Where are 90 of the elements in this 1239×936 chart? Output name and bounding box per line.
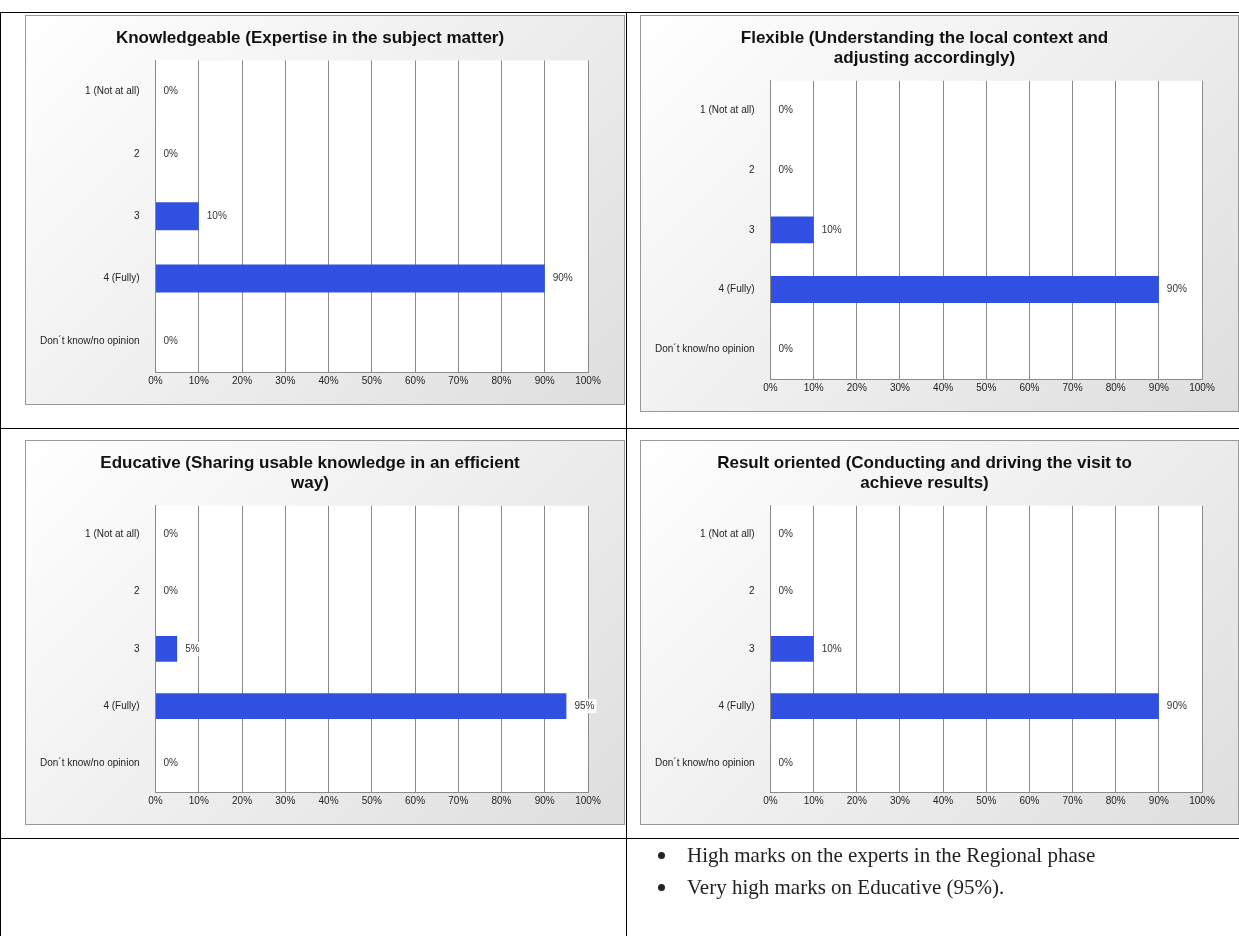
- x-tick-label: 0%: [148, 794, 163, 806]
- x-tick-label: 20%: [232, 374, 253, 386]
- x-tick-label: 100%: [575, 374, 601, 386]
- data-label: 0%: [163, 334, 179, 346]
- data-label: 0%: [778, 342, 794, 354]
- data-label: 5%: [185, 642, 200, 654]
- x-tick-label: 60%: [1019, 794, 1040, 806]
- data-label: 0%: [778, 585, 794, 597]
- y-tick-label: 4 (Fully): [718, 283, 755, 295]
- x-tick-label: 100%: [1189, 794, 1215, 806]
- data-label: 90%: [1166, 283, 1187, 295]
- x-tick-label: 60%: [404, 794, 426, 806]
- chart-title: Flexible (Understanding the local context and adjusting accordingly): [740, 27, 1109, 68]
- x-tick-label: 60%: [404, 374, 426, 386]
- x-tick-label: 10%: [188, 374, 209, 386]
- data-label: 90%: [552, 272, 573, 284]
- y-tick-label: Don´t know/no opinion: [654, 757, 755, 769]
- x-tick-label: 10%: [188, 794, 209, 806]
- x-tick-label: 90%: [1148, 381, 1169, 393]
- x-tick-label: 50%: [361, 794, 382, 806]
- data-label: 90%: [1166, 699, 1187, 711]
- data-label: 0%: [163, 528, 179, 540]
- x-tick-label: 20%: [846, 381, 867, 393]
- data-label: 10%: [821, 642, 842, 654]
- y-tick-label: 4 (Fully): [103, 699, 140, 711]
- x-tick-label: 70%: [1062, 381, 1083, 393]
- x-tick-label: 20%: [846, 794, 867, 806]
- y-tick-label: Don´t know/no opinion: [654, 342, 755, 354]
- data-label: 0%: [778, 757, 794, 769]
- x-tick-label: 30%: [275, 374, 296, 386]
- x-tick-label: 0%: [763, 381, 778, 393]
- y-tick-label: 3: [133, 642, 140, 654]
- text: Very high marks on Educative (95%).: [687, 875, 1005, 899]
- y-tick-label: 1 (Not at all): [700, 528, 755, 540]
- x-tick-label: 30%: [889, 381, 911, 393]
- y-tick-label: 3: [748, 642, 755, 654]
- y-tick-label: 2: [133, 147, 140, 159]
- x-tick-label: 40%: [933, 381, 954, 393]
- x-tick-label: 90%: [1148, 794, 1169, 806]
- y-tick-label: 2: [748, 585, 755, 597]
- x-tick-label: 40%: [318, 794, 339, 806]
- y-tick-label: 2: [748, 164, 755, 176]
- x-tick-label: 100%: [575, 794, 601, 806]
- y-tick-label: 1 (Not at all): [700, 104, 755, 116]
- x-tick-label: 30%: [889, 794, 911, 806]
- y-tick-label: Don´t know/no opinion: [39, 757, 140, 769]
- y-tick-label: 1 (Not at all): [85, 528, 140, 540]
- y-tick-label: 2: [133, 585, 140, 597]
- data-label: 10%: [821, 223, 842, 235]
- x-tick-label: 90%: [534, 374, 555, 386]
- x-tick-label: 70%: [1062, 794, 1083, 806]
- x-tick-label: 100%: [1189, 381, 1215, 393]
- y-tick-label: 1 (Not at all): [85, 85, 140, 97]
- chart-title: Educative (Sharing usable knowledge in an efficient way): [100, 452, 521, 493]
- x-tick-label: 80%: [1105, 794, 1126, 806]
- y-tick-label: Don´t know/no opinion: [39, 334, 140, 346]
- x-tick-label: 80%: [491, 794, 512, 806]
- x-tick-label: 50%: [976, 794, 997, 806]
- data-label: 0%: [163, 585, 179, 597]
- data-label: 0%: [778, 164, 794, 176]
- x-tick-label: 80%: [1105, 381, 1126, 393]
- data-label: 0%: [778, 104, 794, 116]
- x-tick-label: 50%: [976, 381, 997, 393]
- data-label: 0%: [163, 85, 179, 97]
- data-label: 0%: [163, 147, 179, 159]
- data-label: 0%: [778, 528, 794, 540]
- x-tick-label: 50%: [361, 374, 382, 386]
- x-tick-label: 80%: [491, 374, 512, 386]
- data-label: 0%: [163, 757, 179, 769]
- x-tick-label: 30%: [275, 794, 296, 806]
- y-tick-label: 4 (Fully): [718, 699, 755, 711]
- x-tick-label: 60%: [1019, 381, 1040, 393]
- y-tick-label: 3: [748, 223, 755, 235]
- x-tick-label: 10%: [803, 794, 824, 806]
- x-tick-label: 40%: [318, 374, 339, 386]
- x-tick-label: 70%: [448, 374, 469, 386]
- x-tick-label: 90%: [534, 794, 555, 806]
- chart-title: Result oriented (Conducting and driving the visit to achieve results): [717, 452, 1132, 493]
- text: High marks on the experts in the Regional phase: [687, 843, 1096, 867]
- x-tick-label: 0%: [763, 794, 778, 806]
- x-tick-label: 10%: [803, 381, 824, 393]
- x-tick-label: 70%: [448, 794, 469, 806]
- chart-title: Knowledgeable (Expertise in the subject matter): [115, 27, 505, 47]
- y-tick-label: 3: [133, 209, 140, 221]
- x-tick-label: 40%: [933, 794, 954, 806]
- x-tick-label: 20%: [232, 794, 253, 806]
- x-tick-label: 0%: [148, 374, 163, 386]
- data-label: 95%: [574, 699, 595, 711]
- y-tick-label: 4 (Fully): [103, 272, 140, 284]
- data-label: 10%: [206, 209, 227, 221]
